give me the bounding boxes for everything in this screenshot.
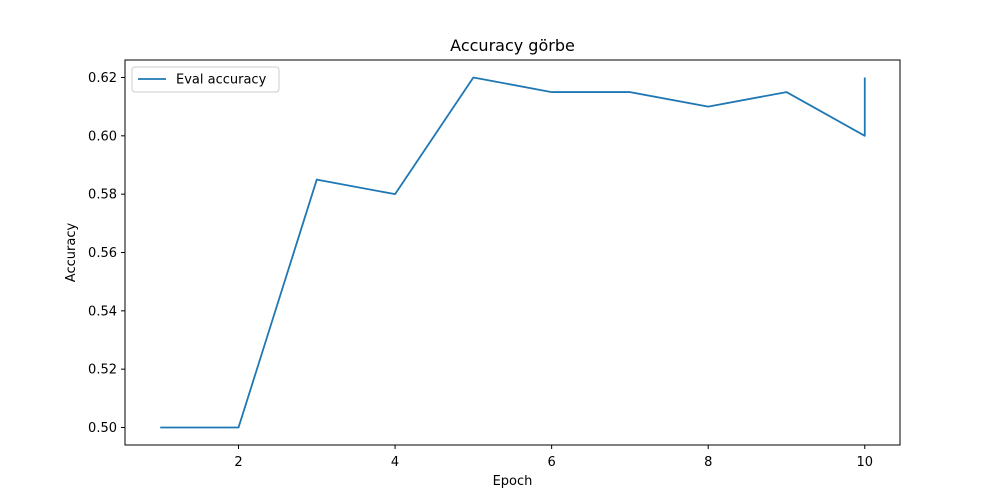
x-tick-label: 6 [548,455,556,470]
plot-area [160,76,866,429]
chart-title: Accuracy görbe [450,36,575,55]
legend-box [131,66,280,93]
y-tick-label: 0.62 [88,71,117,86]
y-tick-label: 0.58 [88,188,117,203]
y-axis-ticks: 0.50 0.52 0.54 0.56 0.58 0.60 0.62 [88,71,125,436]
x-axis-label: Epoch [493,474,533,489]
series-line-eval-accuracy [160,76,866,429]
legend-entry: Eval accuracy [176,73,267,88]
y-tick-label: 0.52 [88,363,117,378]
y-tick-label: 0.60 [88,129,117,144]
x-axis-ticks: 2 4 6 8 10 [234,445,873,470]
y-tick-label: 0.56 [88,246,117,261]
x-tick-label: 8 [704,455,712,470]
legend: Eval accuracy [131,66,280,93]
plot-frame [124,59,901,446]
y-tick-label: 0.50 [88,421,117,436]
x-tick-label: 2 [234,455,242,470]
x-tick-label: 4 [391,455,399,470]
y-axis-label: Accuracy [64,223,79,283]
x-tick-label: 10 [856,455,873,470]
y-tick-label: 0.54 [88,304,117,319]
